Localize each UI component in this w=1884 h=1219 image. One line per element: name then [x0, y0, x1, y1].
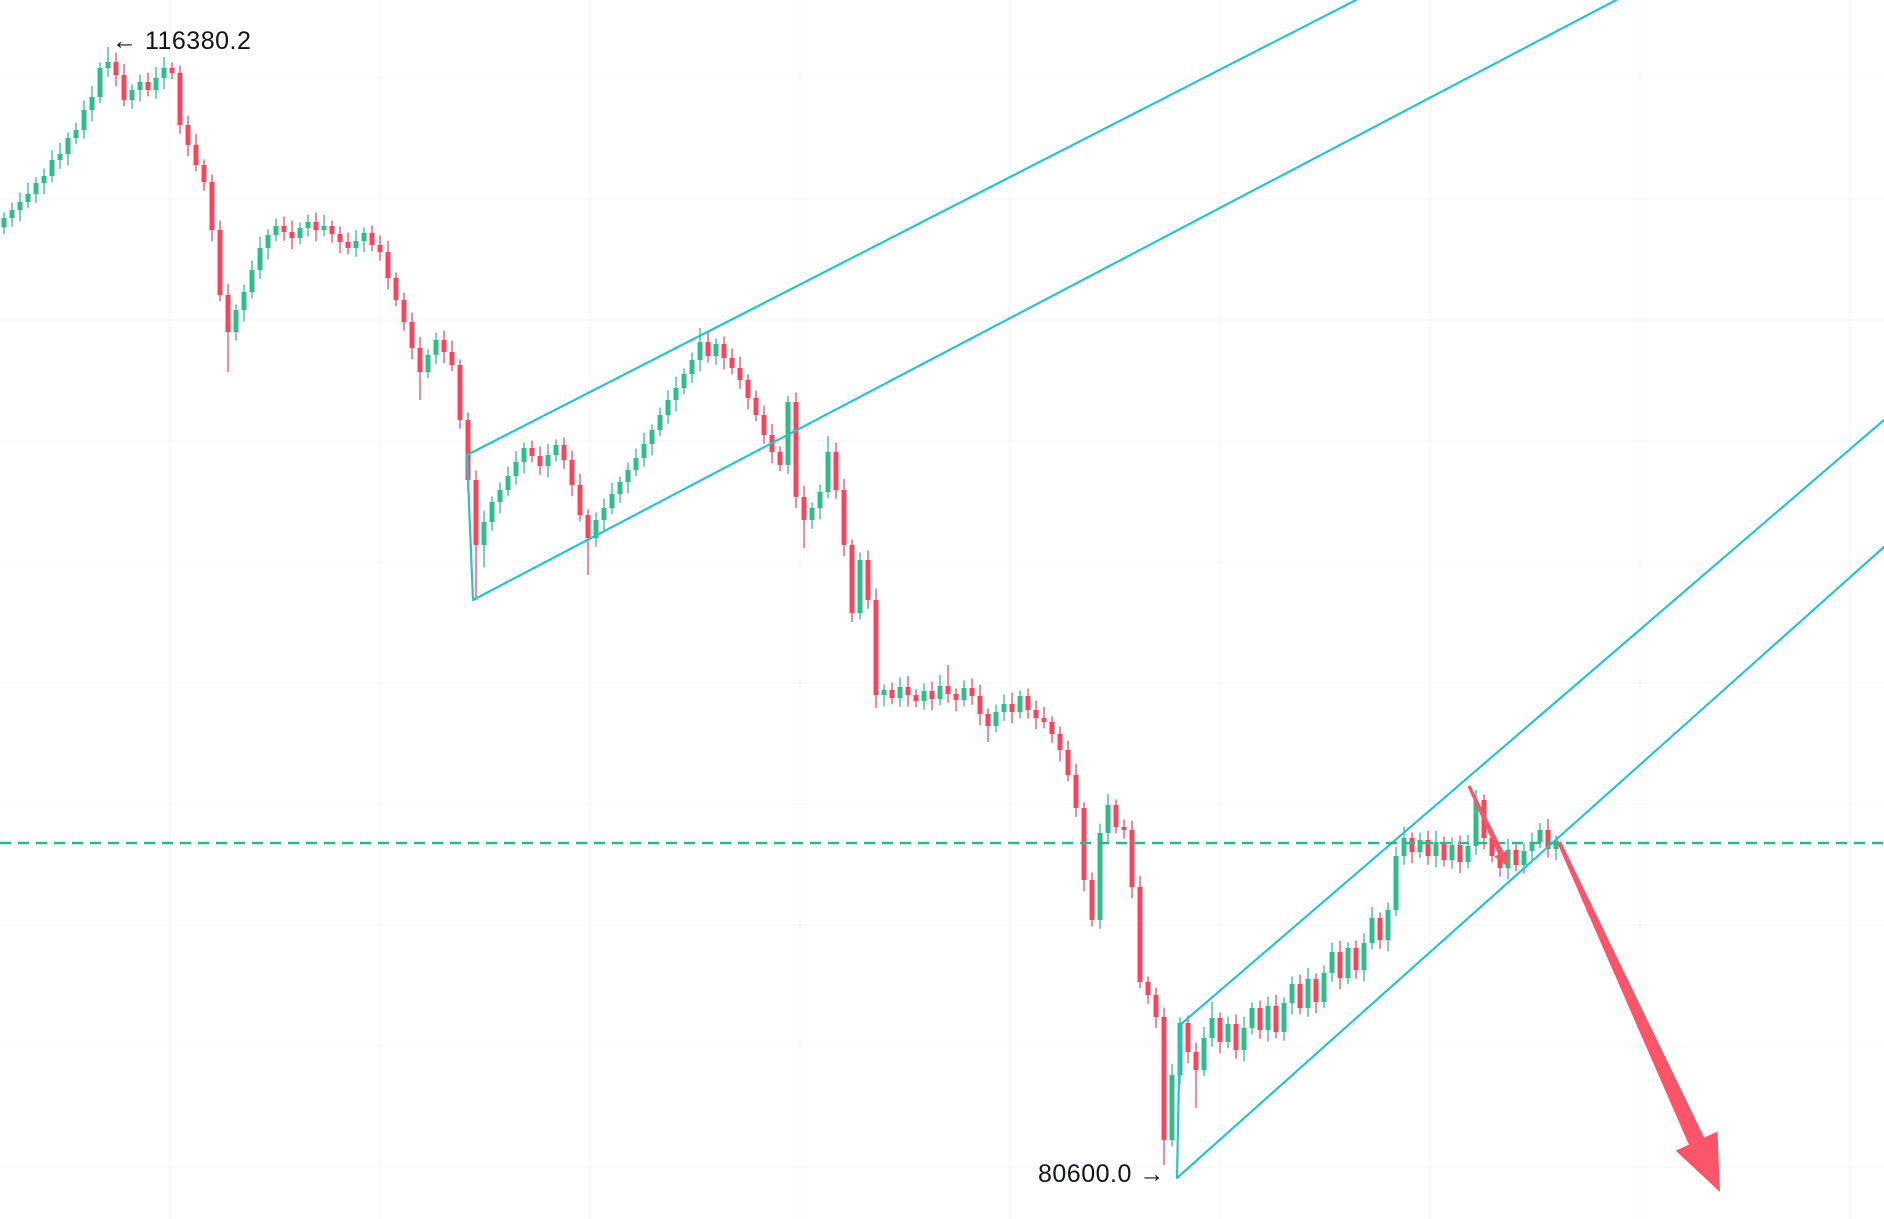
swing-high-price-label: ← 116380.2: [112, 27, 252, 55]
swing-low-price-label: 80600.0 →: [1038, 1160, 1165, 1188]
